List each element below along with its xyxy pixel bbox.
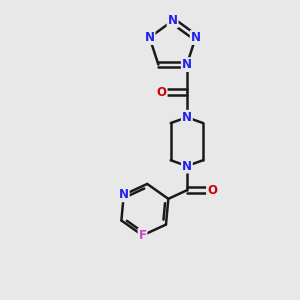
Text: O: O [157, 85, 167, 99]
Text: N: N [168, 14, 178, 27]
Text: N: N [145, 31, 154, 44]
Text: F: F [139, 229, 146, 242]
Text: O: O [207, 184, 217, 197]
Text: N: N [191, 31, 201, 44]
Text: N: N [182, 58, 192, 71]
Text: N: N [119, 188, 129, 201]
Text: N: N [182, 111, 192, 124]
Text: N: N [182, 160, 192, 172]
